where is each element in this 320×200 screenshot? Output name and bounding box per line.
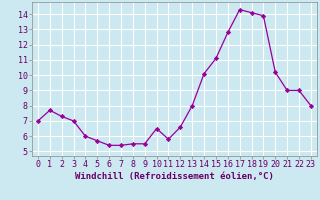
X-axis label: Windchill (Refroidissement éolien,°C): Windchill (Refroidissement éolien,°C): [75, 172, 274, 181]
